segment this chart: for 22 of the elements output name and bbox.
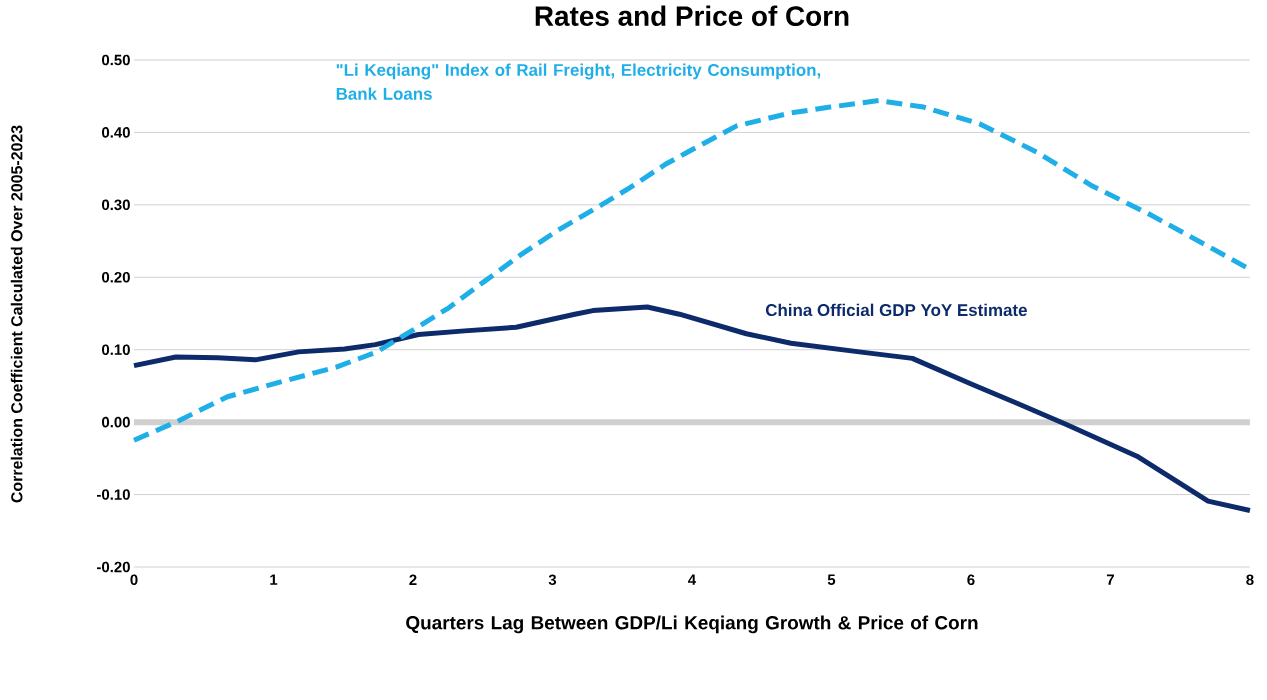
x-tick-label: 3 — [548, 574, 557, 586]
y-tick-label: -0.20 — [97, 561, 130, 573]
y-tick-label: 0.20 — [102, 271, 130, 283]
x-tick-label: 4 — [688, 574, 697, 585]
x-tick-label: 6 — [967, 574, 975, 586]
x-axis-title: Quarters Lag Between GDP/Li Keqiang Growth & Price of Corn — [406, 615, 978, 634]
y-tick-label: 0.40 — [102, 127, 130, 138]
y-tick-label: 0.00 — [102, 416, 130, 428]
x-tick-label: 1 — [270, 574, 278, 585]
y-tick-label: 0.50 — [102, 54, 130, 66]
x-tick-label: 0 — [130, 574, 138, 586]
y-tick-label: 0.30 — [102, 199, 130, 211]
y-tick-label: -0.10 — [97, 489, 130, 500]
y-tick-label: 0.10 — [102, 344, 130, 355]
x-tick-label: 8 — [1246, 574, 1254, 586]
x-tick-label: 2 — [409, 574, 417, 585]
x-tick-label: 5 — [827, 574, 836, 585]
chart-title: Rates and Price of Corn — [535, 5, 849, 26]
series-label: China Official GDP YoY Estimate — [765, 303, 1027, 317]
x-tick-label: 7 — [1106, 574, 1114, 585]
series-label: "Li Keqiang" Index of Rail Freight, Electricity Consumption, Bank Loans — [336, 63, 821, 100]
y-axis-title: Correlation Coefficient Calculated Over 2005-2023 — [10, 125, 23, 503]
